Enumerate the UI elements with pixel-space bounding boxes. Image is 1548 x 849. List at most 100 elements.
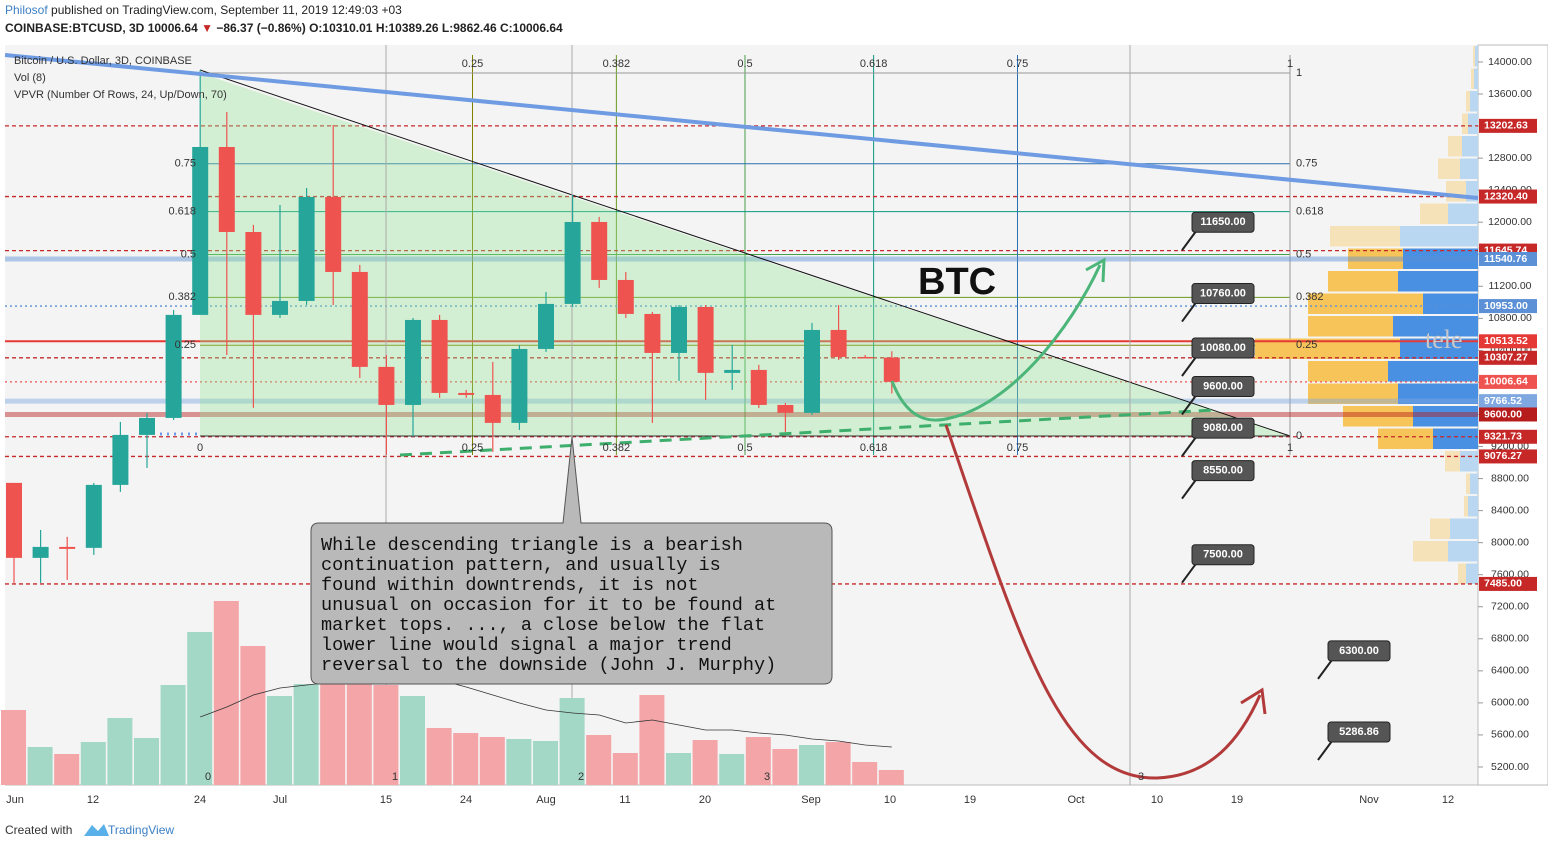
vpvr-down [1420, 203, 1448, 224]
target-label: 5286.86 [1339, 726, 1379, 738]
note-line: found within downtrends, it is not [321, 575, 698, 596]
legend-line: VPVR (Number Of Rows, 24, Up/Down, 70) [14, 89, 227, 101]
high-key: H: [376, 21, 389, 35]
y-tick-label: 13600.00 [1488, 88, 1532, 100]
candle-body [724, 369, 741, 373]
cycle-label: 3 [1138, 771, 1144, 783]
vpvr-up [1450, 518, 1478, 539]
target-label: 10760.00 [1200, 287, 1246, 299]
candle-body [883, 357, 900, 382]
fib-time-label-bottom: 0 [197, 442, 203, 454]
vpvr-down [1308, 361, 1388, 382]
open-key: O: [309, 21, 322, 35]
triangle-upper-line [199, 69, 1291, 437]
fib-time-label-bottom: 0.618 [860, 442, 888, 454]
volume-bar [453, 733, 479, 785]
fib-time-label: 0.5 [737, 58, 752, 70]
level-tag-label: 11645.74 [1484, 244, 1527, 256]
level-tag [1479, 334, 1537, 349]
last: 10006.64 [148, 21, 198, 35]
level-tag [1479, 118, 1537, 133]
y-tick-label: 8000.00 [1491, 536, 1529, 548]
note-line: While descending triangle is a bearish [321, 535, 743, 556]
fib-price-label-right: 0.618 [1296, 206, 1324, 218]
level-tag-label: 10513.52 [1484, 335, 1528, 347]
level-tag-label: 9600.00 [1484, 408, 1522, 420]
note-box [310, 436, 833, 685]
fib-price-label-left: 0.25 [175, 339, 196, 351]
target-label: 11650.00 [1200, 216, 1245, 228]
level-tag-label: 10307.27 [1484, 352, 1528, 364]
target-box [1327, 640, 1391, 662]
fib-price-label-left: 0.382 [168, 291, 196, 303]
target-box [1191, 337, 1255, 359]
candle-body [245, 231, 262, 315]
vpvr-up [1460, 451, 1478, 472]
fib-price-label-left: 0.75 [175, 158, 196, 170]
bullish-arrowhead [1085, 257, 1106, 283]
watermark: tele [1425, 325, 1463, 354]
target-box [1191, 417, 1255, 439]
cycle-label: 0 [205, 771, 211, 783]
tv-logo [84, 824, 109, 836]
vpvr-up [1388, 361, 1478, 382]
candle-body [351, 271, 368, 367]
candle-body [804, 329, 820, 413]
symbol: COINBASE:BTCUSD, 3D [5, 21, 145, 35]
x-tick-label: Jun [6, 794, 24, 806]
vpvr-up [1393, 316, 1478, 337]
vpvr-down [1464, 496, 1468, 517]
vpvr-down [1458, 563, 1466, 584]
symbol-line: COINBASE:BTCUSD, 3D 10006.64 ▼ −86.37 (−… [5, 21, 563, 35]
x-tick-label: 10 [884, 794, 896, 806]
vpvr-up [1400, 338, 1478, 359]
volume-bar [533, 741, 558, 785]
volume-bar [346, 680, 372, 785]
low-key: L: [442, 21, 453, 35]
vpvr-down [1328, 271, 1398, 292]
y-tick-label: 6800.00 [1491, 633, 1529, 645]
candle-body [617, 279, 634, 314]
vpvr-down [1445, 451, 1460, 472]
high: 10389.26 [389, 21, 439, 35]
vpvr-up [1400, 226, 1478, 247]
candle-body [484, 394, 501, 423]
target-label: 8550.00 [1203, 465, 1243, 477]
fib-price-label-right: 0.382 [1296, 291, 1324, 303]
candle-body [112, 434, 129, 485]
vpvr-down [1308, 293, 1423, 314]
volume-bar [479, 737, 505, 785]
volume-bar [852, 762, 878, 785]
level-tag-label: 9766.52 [1484, 395, 1522, 407]
x-tick-label: 20 [699, 794, 711, 806]
fib-time-label: 0.75 [1007, 58, 1028, 70]
close: 10006.64 [513, 21, 563, 35]
vpvr-down [1308, 383, 1398, 404]
y-tick-label: 8800.00 [1491, 472, 1529, 484]
candle-body [777, 404, 794, 413]
fib-time-label-bottom: 0.5 [737, 442, 752, 454]
volume-bar [107, 718, 133, 785]
target-label: 9600.00 [1203, 380, 1243, 392]
vpvr-up [1403, 248, 1478, 269]
cycle-label: 1 [392, 771, 398, 783]
y-tick-label: 11200.00 [1488, 280, 1531, 292]
candle-body [139, 417, 155, 435]
author: Philosof [5, 3, 48, 17]
vpvr-down [1462, 113, 1468, 134]
fib-time-label-bottom: 0.25 [462, 442, 483, 454]
target-box [1191, 460, 1255, 482]
level-tag [1479, 251, 1537, 266]
triangle-area [200, 73, 1290, 436]
fib-time-label: 0.618 [860, 58, 888, 70]
volume-bar [373, 685, 399, 785]
vpvr-down [1378, 428, 1433, 449]
y-tick-label: 10800.00 [1488, 312, 1532, 324]
published: published on TradingView.com, September … [51, 3, 402, 17]
y-tick-label: 7200.00 [1491, 601, 1529, 613]
x-tick-label: 19 [964, 794, 976, 806]
level-tag [1479, 350, 1537, 365]
volume-bar [1, 710, 26, 785]
vpvr-up [1448, 203, 1478, 224]
candle-body [538, 303, 554, 349]
